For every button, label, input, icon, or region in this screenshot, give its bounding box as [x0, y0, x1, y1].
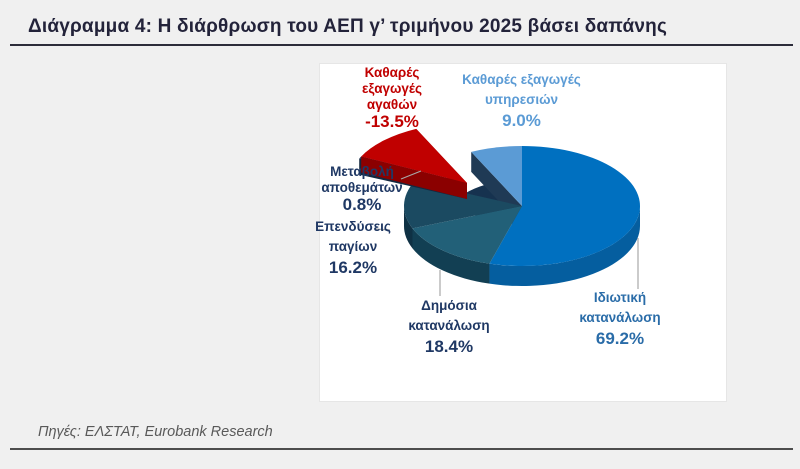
pie-slice-fixed-investment — [404, 181, 522, 229]
slice-label: Καθαρές εξαγωγές αγαθών — [361, 65, 423, 112]
slice-value: -13.5% — [365, 112, 419, 131]
callout-fixed-investment: Επενδύσεις παγίων 16.2% — [308, 217, 398, 278]
chart-panel: Καθαρές εξαγωγές αγαθών -13.5% Καθαρές ε… — [315, 63, 727, 402]
slice-label: Επενδύσεις παγίων — [315, 219, 391, 254]
source-note: Πηγές: ΕΛΣΤΑΤ, Eurobank Research — [38, 424, 273, 440]
callout-private-consumption: Ιδιωτική κατανάλωση 69.2% — [560, 288, 680, 349]
slice-value: 9.0% — [502, 111, 541, 130]
pie-rim-private-consumption — [489, 206, 640, 286]
slice-value: 0.8% — [342, 195, 382, 214]
title-underline — [10, 44, 793, 46]
pie-slice-public-consumption — [412, 206, 522, 264]
bottom-rule — [10, 448, 793, 450]
slice-label: Μεταβολή αποθεμάτων — [321, 164, 403, 195]
slice-value: 69.2% — [595, 329, 645, 348]
pie-ex-wall-net-goods-exports — [361, 156, 467, 199]
pie-chart — [359, 128, 640, 296]
slice-label: Ιδιωτική κατανάλωση — [579, 290, 661, 325]
page-title: Διάγραμμα 4: Η διάρθρωση του ΑΕΠ γ’ τριμ… — [28, 16, 668, 37]
callout-public-consumption: Δημόσια κατανάλωση 18.4% — [389, 296, 509, 357]
pie-slice-private-consumption — [489, 146, 640, 266]
pie-slice-net-services-exports — [471, 146, 522, 206]
leader-line-inventories — [400, 170, 422, 180]
leader-line-fixed-investment — [375, 228, 391, 231]
callout-inventories-change: Μεταβολή αποθεμάτων 0.8% — [314, 164, 410, 213]
slice-value: 18.4% — [424, 337, 474, 356]
slice-label: Καθαρές εξαγωγές υπηρεσιών — [462, 72, 581, 107]
slice-label: Δημόσια κατανάλωση — [408, 298, 490, 333]
callout-net-goods-exports: Καθαρές εξαγωγές αγαθών -13.5% — [342, 65, 442, 130]
pie-rim-fixed-investment — [404, 206, 413, 249]
pie-rim-public-consumption — [412, 228, 490, 284]
callout-net-services-exports: Καθαρές εξαγωγές υπηρεσιών 9.0% — [449, 70, 594, 131]
leader-lines — [375, 170, 639, 296]
pie-slice-net-goods-exports — [361, 128, 467, 183]
slice-value: 16.2% — [328, 258, 378, 277]
